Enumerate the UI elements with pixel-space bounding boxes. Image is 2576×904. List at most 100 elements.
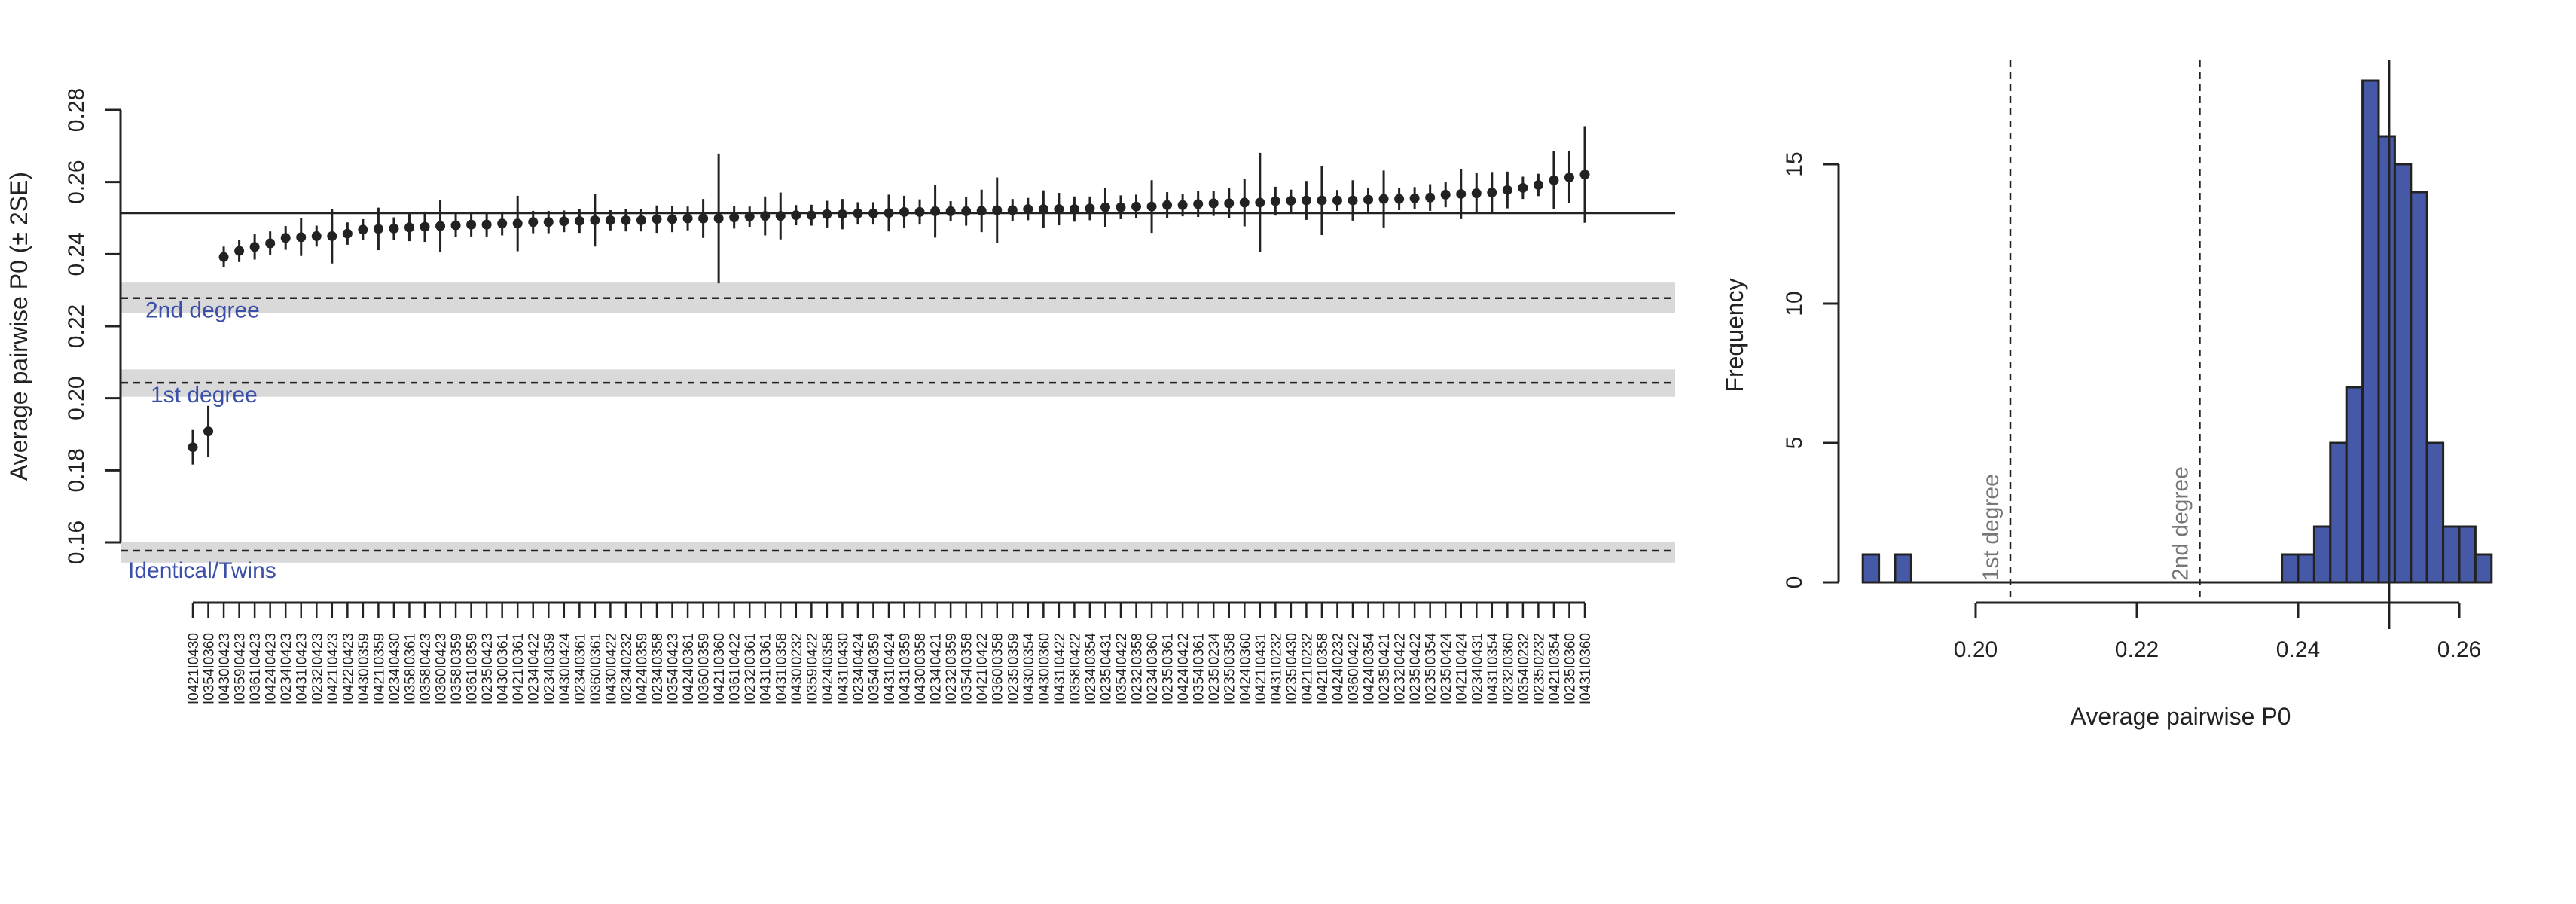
x-tick-label: I0421I0431 bbox=[1253, 633, 1269, 704]
data-point bbox=[914, 206, 925, 217]
x-tick-label: I0431I0359 bbox=[898, 633, 914, 704]
data-point bbox=[930, 206, 941, 216]
data-point bbox=[1579, 170, 1590, 180]
x-tick-label: I0421I0430 bbox=[186, 633, 202, 704]
x-tick-label: I0422I0423 bbox=[340, 633, 356, 704]
data-point bbox=[1131, 201, 1142, 212]
y-tick-label: 0.22 bbox=[64, 304, 89, 348]
data-point bbox=[775, 211, 786, 221]
x-tick-label: I0361I0359 bbox=[465, 633, 481, 704]
data-point bbox=[1038, 204, 1048, 215]
data-point bbox=[1487, 188, 1497, 198]
data-point bbox=[1425, 192, 1436, 203]
x-tick-label: I0354I0361 bbox=[1192, 633, 1207, 704]
data-point bbox=[590, 215, 600, 225]
x-tick-label: I0421I0358 bbox=[1315, 633, 1331, 704]
x-tick-label: I0421I0423 bbox=[325, 633, 341, 704]
data-point bbox=[420, 221, 430, 232]
x-tick-label: I0360I0423 bbox=[434, 633, 450, 704]
data-point bbox=[358, 224, 368, 235]
data-point bbox=[1224, 198, 1235, 209]
x-tick-label: I0235I0422 bbox=[1408, 633, 1424, 704]
x-tick-label: I0424I0422 bbox=[1176, 633, 1192, 704]
histogram-bar bbox=[2410, 191, 2428, 584]
x-tick-label: I0354I0360 bbox=[202, 633, 218, 704]
x-tick-label: I0430I0424 bbox=[557, 633, 573, 705]
y-tick-label: 0.18 bbox=[64, 448, 89, 492]
x-tick-label: I0234I0424 bbox=[851, 633, 867, 705]
data-point bbox=[1394, 194, 1405, 204]
x-tick-label: I0431I0424 bbox=[882, 633, 898, 705]
x-tick-label: I0235I0431 bbox=[1098, 633, 1114, 704]
hist-y-axis-label: Frequency bbox=[1721, 278, 1748, 392]
reference-label: 2nd degree bbox=[2168, 466, 2193, 581]
data-point bbox=[481, 219, 492, 230]
x-tick-label: I0430I0422 bbox=[603, 633, 619, 704]
y-axis-label: Average pairwise P0 (± 2SE) bbox=[5, 172, 32, 481]
data-point bbox=[976, 206, 987, 216]
x-tick-label: I0424I0359 bbox=[634, 633, 650, 704]
histogram-bar bbox=[1894, 553, 1912, 584]
data-point bbox=[884, 208, 894, 218]
hist-y-tick-label: 0 bbox=[1782, 576, 1807, 589]
x-tick-label: I0421I0232 bbox=[1299, 633, 1315, 704]
histogram-bar bbox=[2442, 525, 2461, 584]
x-tick-label: I0234I0423 bbox=[279, 633, 295, 704]
data-point bbox=[265, 238, 276, 249]
data-point bbox=[450, 220, 461, 231]
data-point bbox=[822, 209, 832, 219]
histogram-bars bbox=[1861, 79, 2493, 584]
x-tick-label: I0235I0421 bbox=[1377, 633, 1393, 704]
x-tick-label: I0235I0430 bbox=[1284, 633, 1300, 704]
data-point bbox=[1332, 195, 1342, 206]
x-tick-label: I0235I0354 bbox=[1424, 633, 1439, 705]
data-point bbox=[404, 222, 414, 233]
data-point bbox=[543, 217, 554, 228]
x-tick-label: I0431I0354 bbox=[1485, 633, 1501, 705]
data-point bbox=[806, 210, 816, 221]
data-point bbox=[760, 211, 771, 221]
x-tick-label: I0232I0422 bbox=[1393, 633, 1409, 704]
data-point bbox=[1533, 179, 1543, 190]
data-point bbox=[1085, 203, 1095, 214]
x-tick-label: I0431I0360 bbox=[1578, 633, 1594, 704]
data-point bbox=[1518, 182, 1528, 193]
x-tick-label: I0430I0361 bbox=[496, 633, 511, 704]
data-point bbox=[853, 208, 863, 218]
x-tick-label: I0234I0422 bbox=[526, 633, 542, 704]
data-point bbox=[1549, 175, 1559, 185]
data-point bbox=[698, 213, 709, 224]
data-point bbox=[1471, 188, 1482, 198]
x-tick-label: I0234I0361 bbox=[572, 633, 588, 704]
x-tick-label: I0431I0361 bbox=[758, 633, 774, 704]
data-points bbox=[188, 126, 1590, 465]
data-point bbox=[528, 217, 539, 228]
data-point bbox=[234, 246, 245, 256]
hist-x-tick-label: 0.24 bbox=[2276, 637, 2320, 662]
x-tick-label: I0424I0360 bbox=[1238, 633, 1253, 704]
x-tick-label: I0354I0232 bbox=[1516, 633, 1532, 704]
x-tick-label: I0235I0358 bbox=[1222, 633, 1238, 704]
y-tick-label: 0.20 bbox=[64, 376, 89, 420]
data-point bbox=[729, 212, 740, 223]
data-point bbox=[1363, 194, 1374, 205]
data-point bbox=[188, 442, 198, 453]
data-point bbox=[1054, 204, 1064, 215]
histogram-plot: Frequency Average pairwise P0 1st degree… bbox=[1721, 60, 2493, 730]
data-point bbox=[1348, 195, 1358, 206]
data-point bbox=[466, 219, 477, 230]
data-point bbox=[1116, 202, 1126, 212]
data-point bbox=[1193, 199, 1204, 209]
data-point bbox=[605, 215, 615, 225]
reference-label: 2nd degree bbox=[145, 298, 260, 323]
reference-band bbox=[121, 542, 1675, 563]
data-point bbox=[574, 215, 584, 226]
data-point bbox=[961, 206, 972, 216]
data-point bbox=[1409, 193, 1420, 203]
data-point bbox=[559, 216, 569, 227]
x-tick-label: I0421I0361 bbox=[511, 633, 526, 704]
x-tick-label: I0361I0422 bbox=[728, 633, 743, 704]
data-point bbox=[512, 218, 523, 229]
data-point bbox=[667, 214, 678, 224]
x-tick-label: I0354I0358 bbox=[960, 633, 975, 704]
